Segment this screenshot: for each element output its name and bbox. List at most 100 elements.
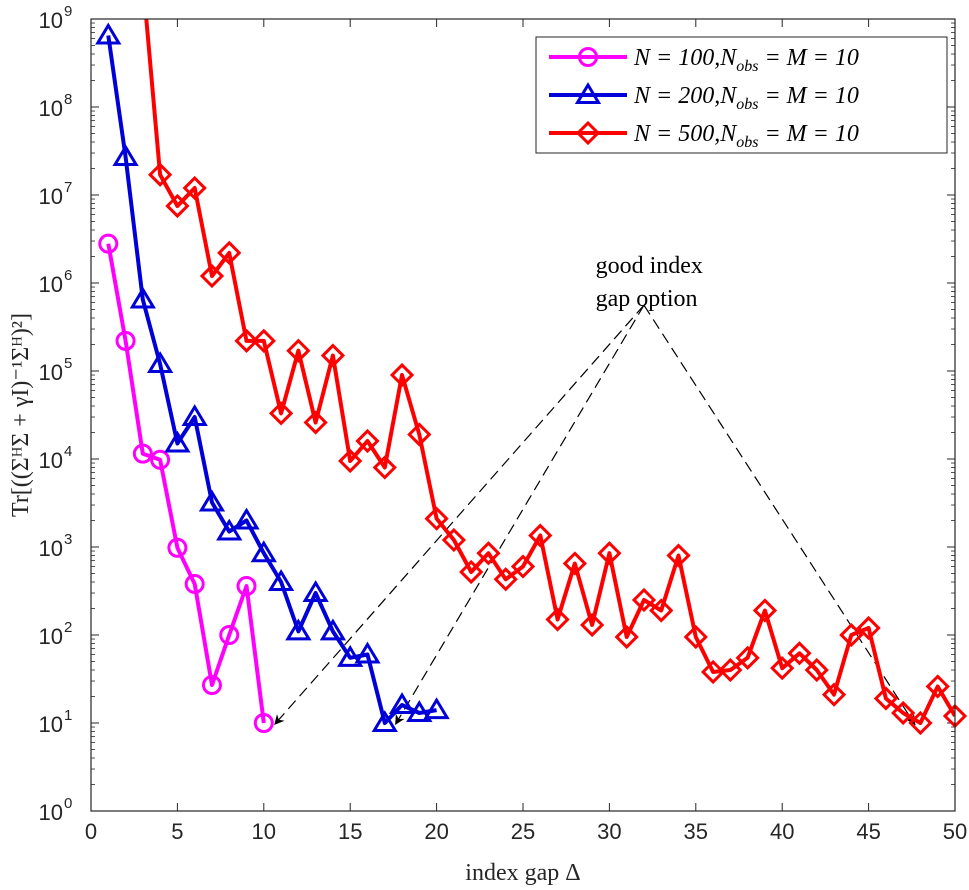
- data-point-triangle: [337, 644, 364, 667]
- x-tick-label: 20: [424, 819, 448, 844]
- data-point-triangle: [406, 700, 433, 722]
- x-tick-label: 10: [252, 819, 276, 844]
- data-point-circle: [219, 625, 240, 645]
- legend-label: N = 500,Nobs = M = 10: [633, 121, 859, 151]
- data-point-diamond: [476, 541, 501, 566]
- data-point-diamond: [735, 645, 760, 670]
- data-point-diamond: [528, 523, 553, 548]
- x-tick-label: 35: [684, 819, 708, 844]
- data-point-triangle: [129, 286, 156, 309]
- annotation-text: good index: [596, 253, 703, 279]
- x-axis-label: index gap Δ: [465, 860, 580, 886]
- data-point-diamond: [597, 541, 622, 566]
- legend-marker: [578, 47, 598, 67]
- data-point-diamond: [718, 657, 743, 683]
- x-tick-label: 40: [770, 819, 794, 844]
- data-point-diamond: [389, 362, 415, 388]
- data-point-triangle: [423, 697, 450, 720]
- y-tick-exponent: 9: [64, 3, 72, 20]
- legend: N = 100,Nobs = M = 10 N = 200,Nobs = M = …: [535, 36, 948, 154]
- y-tick-exponent: 6: [64, 267, 72, 284]
- y-tick-exponent: 1: [64, 707, 72, 724]
- data-point-diamond: [372, 455, 397, 480]
- data-point-triangle: [388, 692, 416, 715]
- data-point-diamond: [338, 448, 363, 474]
- y-axis-label: Tr[((ΣᴴΣ + γI)⁻¹Σᴴ)²]: [8, 313, 34, 517]
- annotation-arrow: [643, 304, 916, 726]
- y-tick-exponent: 4: [64, 443, 72, 460]
- data-point-diamond: [562, 551, 587, 576]
- x-tick-label: 0: [85, 819, 97, 844]
- data-point-diamond: [459, 559, 484, 585]
- data-point-circle: [253, 713, 274, 733]
- legend-marker: [574, 82, 602, 104]
- data-point-triangle: [95, 22, 122, 45]
- legend-label: N = 100,Nobs = M = 10: [633, 45, 859, 75]
- data-point-triangle: [198, 489, 226, 512]
- data-point-triangle: [267, 569, 295, 592]
- data-point-triangle: [233, 507, 260, 530]
- data-point-circle: [167, 537, 188, 558]
- series-line-3: [144, 19, 955, 725]
- data-point-triangle: [112, 144, 139, 167]
- data-point-diamond: [251, 328, 276, 353]
- x-tick-label: 15: [338, 819, 362, 844]
- y-tick-label: 10: [39, 800, 63, 825]
- x-tick-label: 50: [943, 819, 967, 844]
- data-point-diamond: [303, 410, 328, 435]
- data-point-triangle: [164, 430, 191, 453]
- x-tick-label: 5: [171, 819, 183, 844]
- data-point-diamond: [925, 674, 950, 699]
- y-tick-label: 10: [39, 8, 63, 33]
- data-point-triangle: [250, 540, 277, 563]
- data-point-diamond: [545, 607, 570, 632]
- data-point-triangle: [319, 618, 347, 641]
- data-point-diamond: [441, 527, 467, 553]
- data-point-diamond: [147, 162, 173, 187]
- data-point-circle: [236, 576, 257, 597]
- data-point-circle: [150, 449, 171, 470]
- data-point-triangle: [146, 351, 174, 374]
- data-point-diamond: [683, 624, 708, 650]
- data-point-diamond: [770, 656, 795, 681]
- data-point-diamond: [752, 598, 778, 623]
- data-point-diamond: [199, 263, 225, 289]
- legend-label: N = 200,Nobs = M = 10: [633, 83, 859, 113]
- annotation-group: good index gap option: [273, 253, 916, 726]
- data-point-triangle: [302, 580, 329, 603]
- data-point-triangle: [371, 710, 398, 732]
- annotation-arrow: [273, 304, 645, 726]
- data-point-triangle: [216, 518, 243, 541]
- x-tick-label: 45: [856, 819, 880, 844]
- data-point-triangle: [285, 618, 312, 641]
- y-tick-exponent: 3: [64, 531, 72, 548]
- data-point-diamond: [165, 193, 190, 219]
- data-point-diamond: [407, 422, 432, 447]
- data-point-diamond: [424, 506, 449, 531]
- data-point-circle: [98, 233, 119, 254]
- x-tick-labels: 0 5 10 15 20 25 30 35 40 45 50: [85, 819, 967, 844]
- data-point-diamond: [320, 343, 346, 368]
- data-point-diamond: [839, 622, 864, 648]
- data-point-diamond: [666, 543, 691, 568]
- y-tick-exponent: 0: [64, 795, 72, 812]
- data-point-diamond: [821, 682, 847, 707]
- data-point-diamond: [804, 657, 829, 683]
- data-point-diamond: [649, 598, 674, 623]
- data-point-triangle: [181, 404, 208, 427]
- data-point-diamond: [234, 328, 259, 353]
- legend-marker: [575, 120, 601, 146]
- data-point-diamond: [355, 428, 380, 454]
- y-tick-label: 10: [39, 624, 63, 649]
- tick-marks: [90, 18, 956, 812]
- data-point-diamond: [787, 641, 812, 666]
- y-tick-label: 10: [39, 536, 63, 561]
- data-point-diamond: [493, 567, 518, 592]
- data-point-diamond: [182, 175, 207, 201]
- data-point-diamond: [908, 710, 933, 736]
- annotation-text: gap option: [596, 286, 698, 312]
- y-tick-label: 10: [39, 184, 63, 209]
- data-point-circle: [201, 675, 222, 696]
- series-group: [106, 19, 955, 725]
- y-tick-label: 10: [39, 360, 63, 385]
